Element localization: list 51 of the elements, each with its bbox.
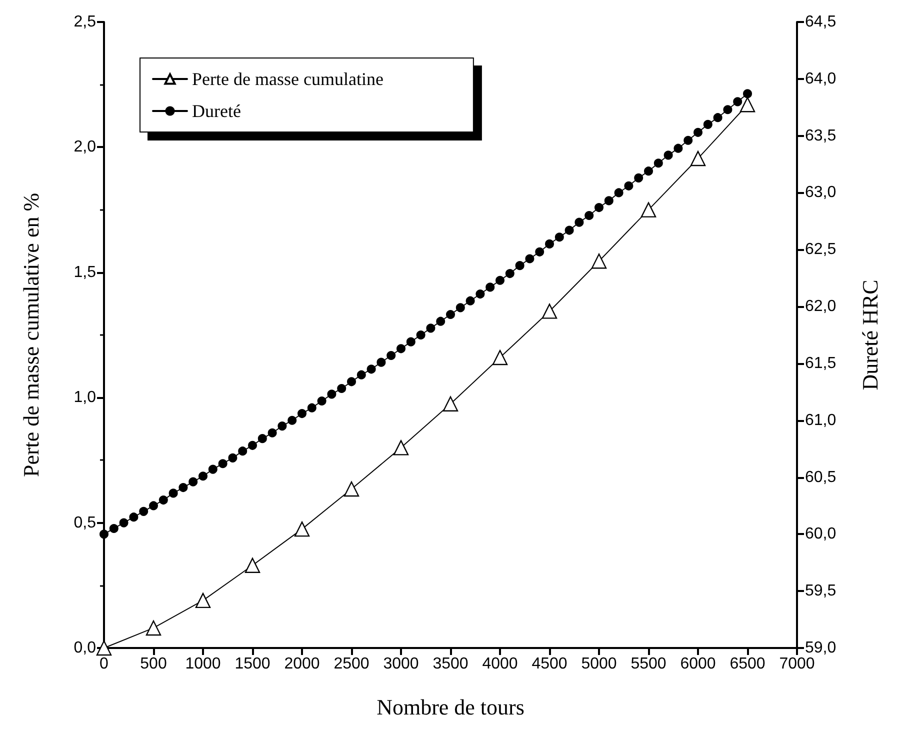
point [393, 440, 409, 456]
x-tick-label: 7000 [779, 656, 815, 672]
x-tick-label: 1000 [185, 656, 221, 672]
y-tick-label: 0,0 [74, 640, 96, 656]
point [244, 558, 260, 573]
point [195, 592, 211, 608]
y2-tick-label: 64,5 [805, 14, 836, 30]
x-tick-label: 500 [140, 656, 167, 672]
x-tick-label: 5500 [630, 656, 666, 672]
point [442, 396, 458, 412]
y2-tick-label: 63,0 [805, 184, 836, 202]
y2-tick-label: 61,0 [805, 412, 836, 429]
x-tick-label: 2000 [284, 656, 320, 672]
x-tick-label: 0 [100, 656, 109, 672]
point [740, 97, 756, 112]
y-tick-label: 2,0 [74, 138, 96, 156]
point [640, 202, 656, 218]
y2-tick-label: 63,5 [805, 127, 836, 144]
point [690, 150, 706, 166]
x-tick-label: 3500 [432, 656, 468, 672]
y2-tick-label: 60,5 [805, 468, 836, 486]
x-axis-title: Nombre de tours [376, 694, 524, 720]
y2-tick-label: 59,0 [805, 640, 836, 656]
y2-tick-label: 60,0 [805, 526, 836, 543]
y2-tick-label: 62,5 [805, 241, 836, 258]
x-tick-label: 6000 [680, 656, 716, 672]
y2-tick-label: 64,0 [805, 70, 836, 88]
x-tick-label: 5000 [581, 656, 617, 672]
x-tick-label: 3000 [383, 656, 419, 672]
legend-label: Perte de masse cumulatine [192, 69, 384, 89]
y-tick-label: 0,5 [74, 514, 96, 532]
y2-axis-title: Dureté HRC [858, 280, 882, 390]
point [146, 620, 162, 636]
point [294, 521, 310, 537]
x-tick-label: 4500 [532, 656, 568, 672]
y-tick-label: 1,5 [74, 264, 96, 281]
y2-tick-label: 61,5 [805, 354, 836, 372]
x-tick-label: 6500 [730, 656, 766, 672]
y-tick-label: 1,0 [74, 389, 96, 406]
y-tick-label: 2,5 [74, 14, 96, 30]
y2-tick-label: 62,0 [805, 298, 836, 316]
y2-tick-label: 59,5 [805, 582, 836, 600]
x-tick-label: 4000 [482, 656, 518, 672]
x-tick-label: 2500 [334, 656, 370, 672]
point [542, 304, 558, 319]
point [344, 481, 360, 497]
point [591, 254, 607, 269]
y-axis-title: Perte de masse cumulative en % [18, 192, 44, 478]
x-tick-label: 1500 [234, 656, 270, 672]
point [492, 350, 508, 366]
legend-label: Dureté [192, 101, 241, 121]
